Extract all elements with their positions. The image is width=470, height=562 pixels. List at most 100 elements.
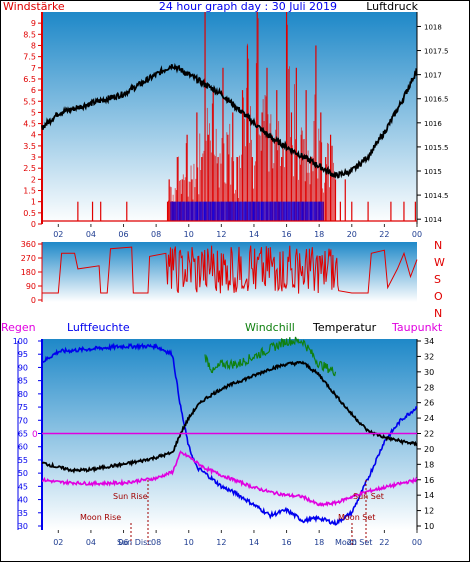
time-tick-label: 00 — [412, 230, 422, 239]
pressure-tick-label: 1016 — [424, 120, 442, 128]
wind-speed-tick-label: 4 — [31, 131, 36, 140]
temperature-tick-label: 20 — [424, 445, 434, 454]
compass-label: N — [434, 239, 442, 252]
wind-speed-tick-label: 3.5 — [23, 142, 36, 151]
time-tick-label: 18 — [314, 230, 324, 239]
wind-speed-bar — [329, 134, 332, 221]
temperature-tick-label: 10 — [424, 522, 434, 531]
humidity-line — [41, 342, 418, 526]
wind-speed-bar — [241, 90, 244, 222]
time-tick-label: 06 — [118, 538, 128, 547]
wind-speed-bar — [201, 157, 203, 221]
humidity-tick-label: 40 — [18, 496, 28, 505]
compass-label: S — [434, 273, 441, 286]
wind-speed-tick-label: 1 — [31, 198, 36, 207]
wind-speed-bar — [126, 201, 128, 221]
wind-speed-tick-label: 2.5 — [23, 164, 36, 173]
chart-title: 24 hour graph day : 30 Juli 2019 — [159, 0, 337, 13]
wind-direction-tick-label: 90 — [26, 282, 36, 291]
temperature-tick-label: 18 — [424, 460, 434, 469]
time-tick-label: 02 — [53, 230, 63, 239]
wind-speed-bar — [91, 201, 94, 221]
pressure-line — [41, 62, 418, 180]
compass-label: O — [434, 290, 443, 303]
rain-zero-label: 0 — [32, 430, 38, 440]
compass-label: W — [434, 256, 445, 269]
wind-speed-bar — [100, 201, 102, 221]
pressure-tick-label: 1015 — [424, 168, 442, 176]
humidity-tick-label: 65 — [18, 430, 28, 439]
time-tick-label: 12 — [216, 538, 226, 547]
temperature-tick-label: 26 — [424, 399, 434, 408]
wind-speed-bar — [217, 157, 219, 221]
temperature-tick-label: 32 — [424, 352, 434, 361]
humidity-tick-label: 60 — [18, 443, 28, 452]
sun-disc-axis-label: Sun Disc — [117, 538, 152, 547]
time-tick-label: 04 — [86, 538, 96, 547]
humidity-tick-label: 90 — [18, 363, 28, 372]
legend-temperatur: Temperatur — [312, 321, 377, 334]
wind-speed-bar — [212, 90, 214, 222]
wind-speed-bar — [351, 201, 353, 221]
wind-speed-bar — [232, 112, 234, 221]
pressure-tick-label: 1018 — [424, 23, 442, 31]
dewpoint-line — [42, 450, 418, 508]
moon-rise-label: Moon Rise — [80, 513, 121, 522]
humidity-tick-label: 100 — [13, 337, 28, 346]
wind-speed-tick-label: 7 — [31, 64, 36, 73]
time-tick-label: 04 — [86, 230, 96, 239]
wind-speed-bar — [390, 201, 392, 221]
time-tick-label: 10 — [184, 538, 194, 547]
wind-speed-tick-label: 0.5 — [23, 209, 36, 218]
legend-luftfeuchte: Luftfeuchte — [67, 321, 130, 334]
time-tick-label: 08 — [151, 538, 161, 547]
pressure-tick-label: 1016.5 — [424, 96, 449, 104]
moon-set-axis-label: Moon Set — [335, 538, 372, 547]
pressure-title: Luftdruck — [366, 0, 418, 13]
moon-set-label: Moon Set — [338, 513, 375, 522]
wind-speed-tick-label: 6.5 — [23, 75, 36, 84]
temperature-humidity-plot-area — [42, 339, 417, 530]
time-tick-label: 16 — [281, 538, 291, 547]
wind-speed-bar — [403, 201, 405, 221]
time-tick-label: 14 — [249, 538, 259, 547]
time-tick-label: 08 — [151, 230, 161, 239]
wind-speed-bar — [77, 201, 79, 221]
pressure-tick-label: 1017.5 — [424, 48, 449, 56]
sun-set-label: Sun Set — [353, 492, 384, 501]
humidity-tick-label: 95 — [18, 350, 28, 359]
temperature-tick-label: 28 — [424, 383, 434, 392]
time-tick-label: 22 — [379, 538, 389, 547]
wind-speed-bar — [414, 201, 416, 221]
legend-windchill: Windchill — [245, 321, 295, 334]
wind-speed-bar — [276, 90, 278, 222]
wind-pressure-chart: 00.511.522.533.544.555.566.577.588.59101… — [23, 12, 449, 239]
windchill-line — [204, 336, 337, 377]
temperature-line — [41, 360, 418, 474]
wind-speed-bar — [261, 112, 263, 221]
wind-direction-plot-area — [42, 242, 417, 302]
time-tick-label: 16 — [281, 230, 291, 239]
wind-speed-tick-label: 5 — [31, 108, 36, 117]
wind-speed-tick-label: 0 — [31, 220, 36, 229]
wind-speed-tick-label: 6 — [31, 86, 36, 95]
time-tick-label: 22 — [379, 230, 389, 239]
wind-speed-tick-label: 4.5 — [23, 120, 36, 129]
wind-direction-tick-label: 270 — [21, 254, 36, 263]
humidity-tick-label: 55 — [18, 456, 28, 465]
wind-speed-title: Windstärke — [3, 0, 65, 13]
wind-direction-tick-label: 360 — [21, 240, 36, 249]
temperature-tick-label: 12 — [424, 507, 434, 516]
pressure-tick-label: 1017 — [424, 72, 442, 80]
temperature-tick-label: 16 — [424, 476, 434, 485]
time-tick-label: 12 — [216, 230, 226, 239]
wind-speed-tick-label: 1.5 — [23, 187, 36, 196]
wind-direction-tick-label: 0 — [31, 296, 36, 305]
wind-speed-tick-label: 8.5 — [23, 30, 36, 39]
humidity-tick-label: 50 — [18, 469, 28, 478]
wind-speed-bar — [295, 67, 297, 221]
humidity-tick-label: 35 — [18, 509, 28, 518]
